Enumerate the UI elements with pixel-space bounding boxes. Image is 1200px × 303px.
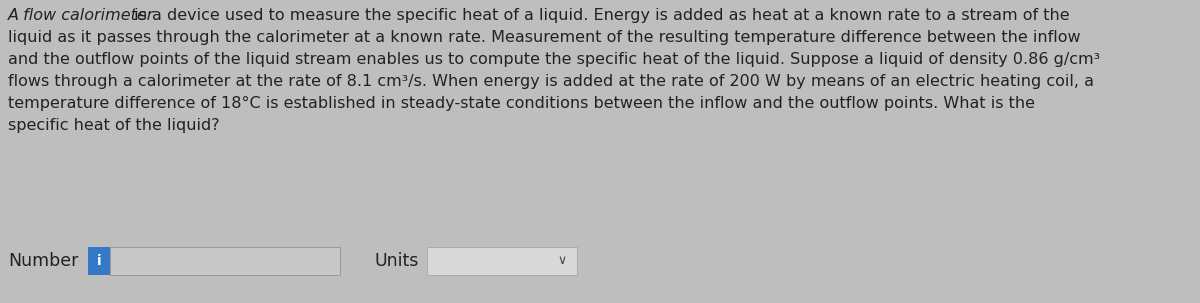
Text: liquid as it passes through the calorimeter at a known rate. Measurement of the : liquid as it passes through the calorime… xyxy=(8,30,1081,45)
Text: specific heat of the liquid?: specific heat of the liquid? xyxy=(8,118,220,133)
Text: flows through a calorimeter at the rate of 8.1 cm³/s. When energy is added at th: flows through a calorimeter at the rate … xyxy=(8,74,1094,89)
Text: temperature difference of 18°C is established in steady-state conditions between: temperature difference of 18°C is establ… xyxy=(8,96,1034,111)
FancyBboxPatch shape xyxy=(110,247,340,275)
Text: ∨: ∨ xyxy=(558,255,566,268)
Text: and the outflow points of the liquid stream enables us to compute the specific h: and the outflow points of the liquid str… xyxy=(8,52,1100,67)
Text: is a device used to measure the specific heat of a liquid. Energy is added as he: is a device used to measure the specific… xyxy=(128,8,1069,23)
Text: A flow calorimeter: A flow calorimeter xyxy=(8,8,155,23)
FancyBboxPatch shape xyxy=(88,247,110,275)
Text: Number: Number xyxy=(8,252,78,270)
Text: i: i xyxy=(97,254,101,268)
Text: Units: Units xyxy=(374,252,419,270)
FancyBboxPatch shape xyxy=(427,247,577,275)
